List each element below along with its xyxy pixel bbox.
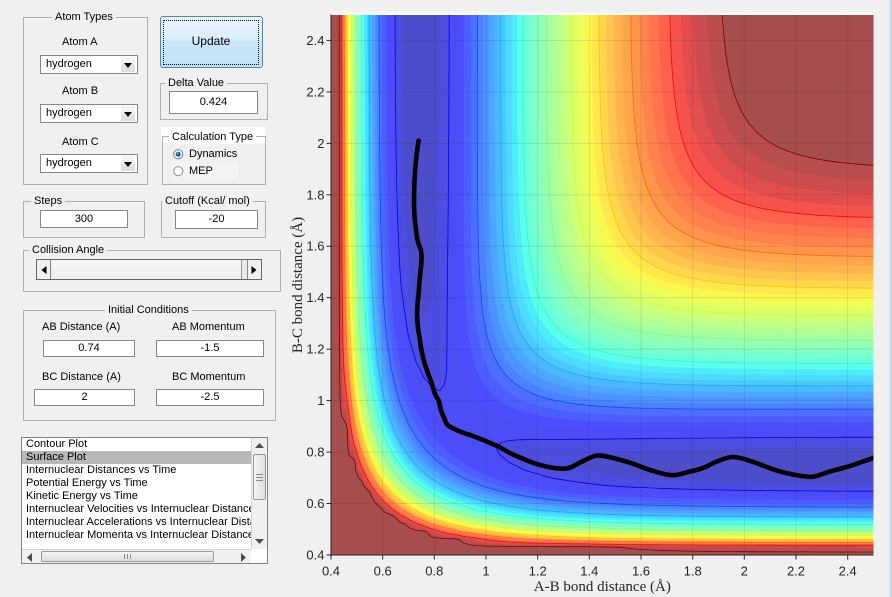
svg-text:2: 2 <box>317 136 324 151</box>
svg-text:1.8: 1.8 <box>684 564 702 579</box>
svg-text:0.8: 0.8 <box>425 564 443 579</box>
svg-text:1: 1 <box>482 564 489 579</box>
svg-text:2.4: 2.4 <box>306 33 324 48</box>
svg-text:1.6: 1.6 <box>306 239 324 254</box>
svg-text:1.6: 1.6 <box>632 564 650 579</box>
svg-text:0.4: 0.4 <box>322 564 340 579</box>
svg-text:2.2: 2.2 <box>306 84 324 99</box>
svg-text:2: 2 <box>741 564 748 579</box>
svg-text:1: 1 <box>317 393 324 408</box>
svg-text:A-B bond distance (Å): A-B bond distance (Å) <box>534 579 671 595</box>
svg-text:0.6: 0.6 <box>306 496 324 511</box>
svg-text:1.4: 1.4 <box>306 290 324 305</box>
svg-text:2.2: 2.2 <box>787 564 805 579</box>
svg-text:0.4: 0.4 <box>306 548 324 563</box>
svg-text:0.8: 0.8 <box>306 445 324 460</box>
svg-text:1.4: 1.4 <box>580 564 598 579</box>
svg-text:1.2: 1.2 <box>529 564 547 579</box>
svg-text:1.2: 1.2 <box>306 342 324 357</box>
svg-text:0.6: 0.6 <box>374 564 392 579</box>
svg-text:1.8: 1.8 <box>306 187 324 202</box>
svg-text:2.4: 2.4 <box>839 564 857 579</box>
svg-text:B-C bond distance (Å): B-C bond distance (Å) <box>290 217 306 353</box>
